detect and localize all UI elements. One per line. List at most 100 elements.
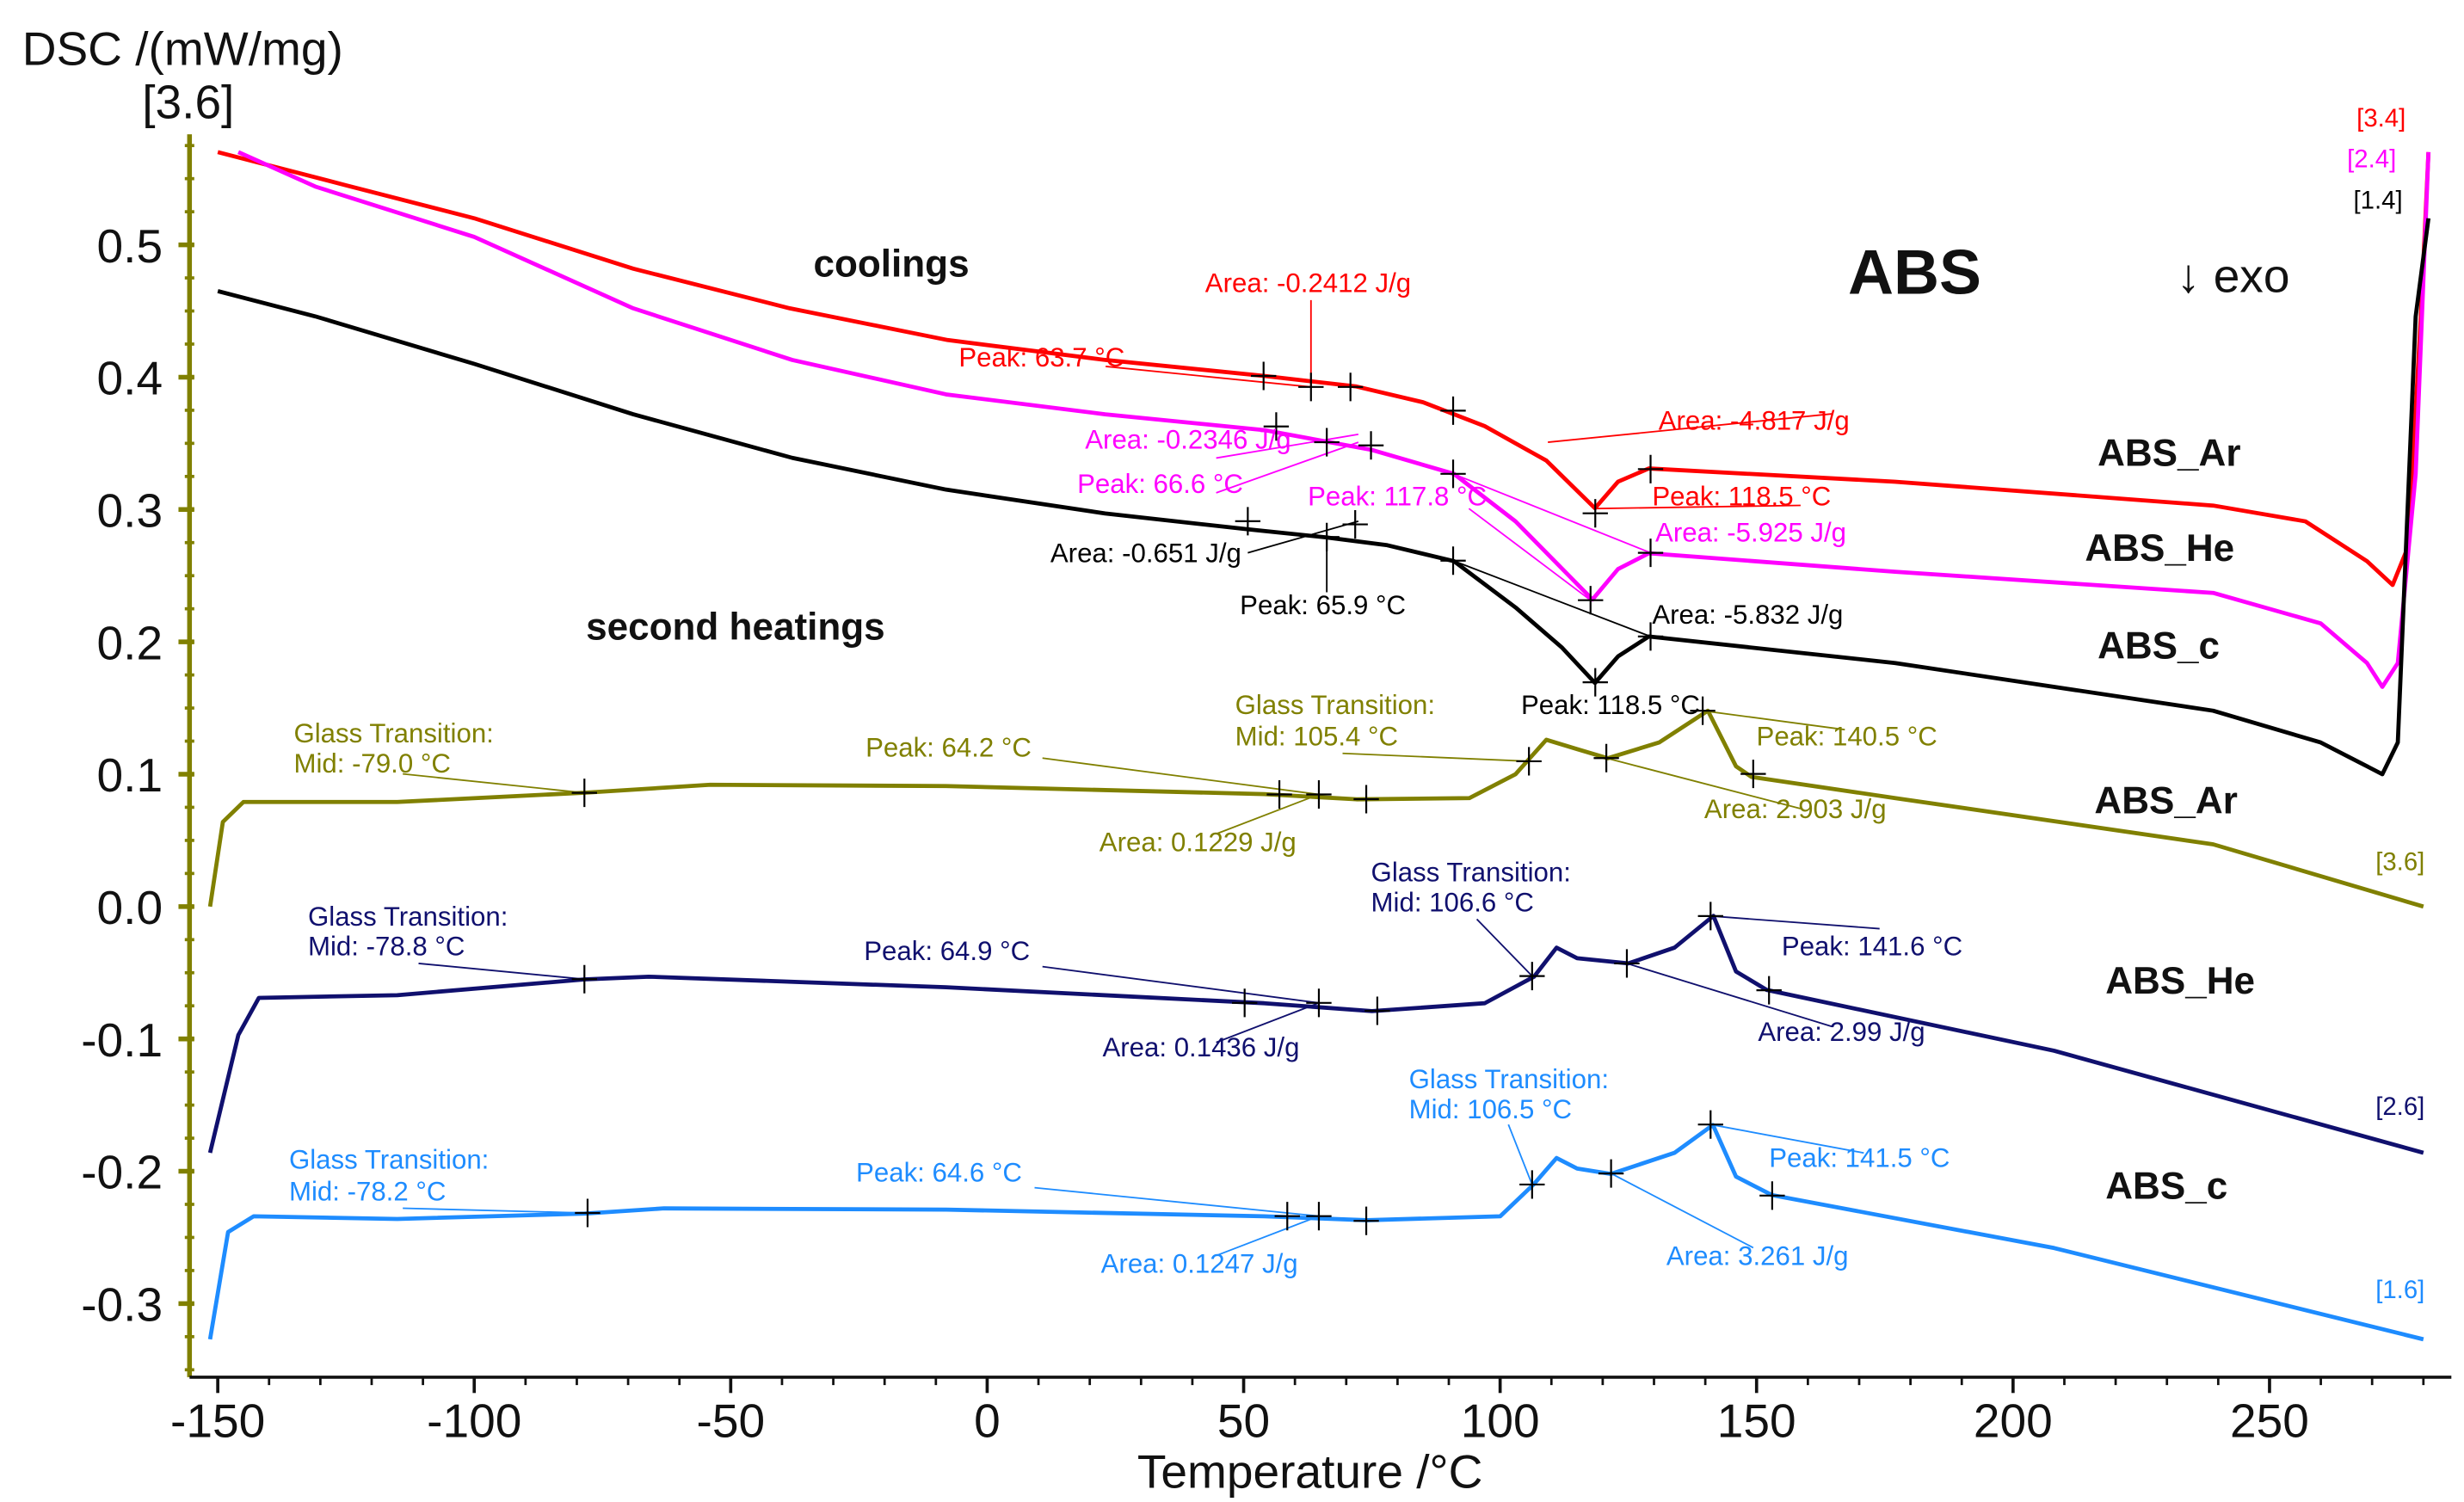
x-tick-label: 250: [2230, 1394, 2309, 1448]
cross-marker: [1266, 779, 1292, 809]
leader-line: [1710, 914, 1880, 930]
cross-marker: [1353, 1206, 1379, 1235]
heatings-label: second heatings: [586, 606, 885, 649]
cross-marker: [1598, 1159, 1624, 1188]
annotation-label: Area: 3.261 J/g: [1666, 1241, 1849, 1271]
annotations: Area: -0.2412 J/g Peak: 63.7 °C Area: -4.8…: [289, 268, 1962, 1279]
cross-marker: [1740, 760, 1766, 789]
cross-marker: [1637, 622, 1664, 651]
cross-marker: [1637, 539, 1664, 568]
y-tick-label: 0.5: [97, 219, 163, 273]
cross-marker: [1756, 976, 1782, 1005]
annotation-leaders: [403, 299, 1880, 1257]
annotation-label: Area: -4.817 J/g: [1659, 405, 1850, 435]
cross-marker: [1232, 988, 1258, 1018]
leader-line: [1605, 757, 1802, 809]
curve-label: ABS_c: [2105, 1165, 2227, 1207]
leader-line: [1216, 441, 1359, 494]
y-scale-note: [3.6]: [142, 76, 234, 129]
curve-label: ABS_He: [2085, 527, 2234, 569]
cross-marker: [1440, 459, 1466, 489]
curve-label: ABS_He: [2105, 960, 2255, 1002]
leader-line: [1626, 963, 1833, 1028]
cross-marker: [1519, 1170, 1545, 1199]
annotation-label: Mid: -79.0 °C: [293, 748, 450, 779]
axes: 0.5 0.4 0.3 0.2 0.1 0.0 -0.1 -0.2 -0.3 -150 -100 -5…: [81, 134, 2452, 1448]
leader-line: [1548, 413, 1833, 443]
cross-marker: [1697, 902, 1723, 931]
x-tick-label: 100: [1461, 1394, 1540, 1448]
cross-marker: [1440, 546, 1466, 576]
cross-marker: [1759, 1181, 1785, 1210]
cross-marker: [1306, 988, 1332, 1018]
x-tick-label: 150: [1717, 1394, 1796, 1448]
cross-marker: [1235, 507, 1261, 536]
cross-marker: [1593, 743, 1619, 773]
curve-label: ABS_Ar: [2097, 433, 2240, 475]
leader-line: [403, 773, 585, 794]
cross-marker: [571, 964, 597, 994]
leader-line: [403, 1207, 585, 1214]
series-line-heating-abs-c: [207, 1123, 2424, 1342]
x-tick-label: -50: [697, 1394, 766, 1448]
curve-label: ABS_c: [2097, 625, 2220, 668]
y-tick-label: 0.3: [97, 483, 163, 537]
cross-marker: [575, 1198, 601, 1228]
leader-line: [1468, 508, 1592, 601]
leader-line: [418, 963, 585, 981]
curve-scale-label: [1.4]: [2353, 186, 2402, 214]
cross-marker: [1306, 1202, 1332, 1231]
annotation-label: Peak: 64.6 °C: [856, 1157, 1022, 1187]
chart-title: ABS: [1848, 237, 1981, 308]
cross-marker: [1358, 431, 1384, 460]
leader-line: [1452, 559, 1651, 637]
series-line-cooling-abs-c: [217, 218, 2431, 777]
curve-scale-label: [3.4]: [2356, 104, 2405, 132]
y-tick-label: 0.0: [97, 881, 163, 934]
cross-marker: [1314, 428, 1340, 457]
annotation-label: Area: -0.2412 J/g: [1205, 268, 1411, 299]
leader-line: [1216, 1001, 1320, 1043]
leader-line: [1106, 366, 1311, 388]
annotation-label: Mid: 106.6 °C: [1371, 887, 1534, 917]
annotation-label: Glass Transition:: [1235, 690, 1435, 720]
cross-marker: [1364, 996, 1390, 1025]
y-tick-label: -0.2: [81, 1146, 163, 1199]
leader-line: [1702, 710, 1845, 731]
annotation-label: Peak: 117.8 °C: [1308, 482, 1487, 512]
annotation-label: Peak: 64.2 °C: [865, 732, 1032, 762]
y-axis-label: DSC /(mW/mg): [22, 22, 343, 75]
cross-marker: [1338, 372, 1364, 402]
leader-line: [1452, 472, 1651, 554]
annotation-label: Mid: -78.2 °C: [289, 1176, 446, 1206]
curves: [207, 150, 2431, 1342]
annotation-label: Peak: 118.5 °C: [1652, 482, 1831, 512]
cross-marker: [1516, 747, 1542, 776]
series-line-cooling-abs-ar: [217, 150, 2431, 588]
cross-marker: [1342, 510, 1368, 539]
cross-marker: [1440, 396, 1466, 425]
cross-marker: [1697, 1110, 1723, 1139]
cross-marker: [1298, 372, 1324, 402]
annotation-label: Mid: 106.5 °C: [1409, 1094, 1572, 1124]
curve-label: ABS_Ar: [2094, 780, 2237, 822]
annotation-label: Area: 2.99 J/g: [1758, 1017, 1925, 1047]
leader-line: [1034, 1186, 1320, 1217]
annotation-label: Glass Transition:: [289, 1145, 489, 1175]
leader-line: [1507, 1123, 1533, 1185]
leader-line: [1042, 965, 1320, 1004]
leader-line: [1216, 1215, 1320, 1257]
cross-marker: [1263, 412, 1290, 441]
annotation-label: Area: -0.651 J/g: [1050, 539, 1241, 569]
y-tick-label: 0.4: [97, 352, 163, 405]
cross-marker: [1353, 785, 1379, 814]
annotation-label: Glass Transition:: [308, 902, 508, 932]
curve-scale-label: [1.6]: [2375, 1276, 2424, 1304]
leader-line: [1342, 752, 1530, 762]
annotation-label: Mid: -78.8 °C: [308, 932, 465, 962]
annotation-label: Peak: 64.9 °C: [864, 936, 1030, 966]
x-tick-label: 200: [1974, 1394, 2053, 1448]
cross-marker: [1306, 779, 1332, 809]
leader-line: [1475, 918, 1533, 977]
